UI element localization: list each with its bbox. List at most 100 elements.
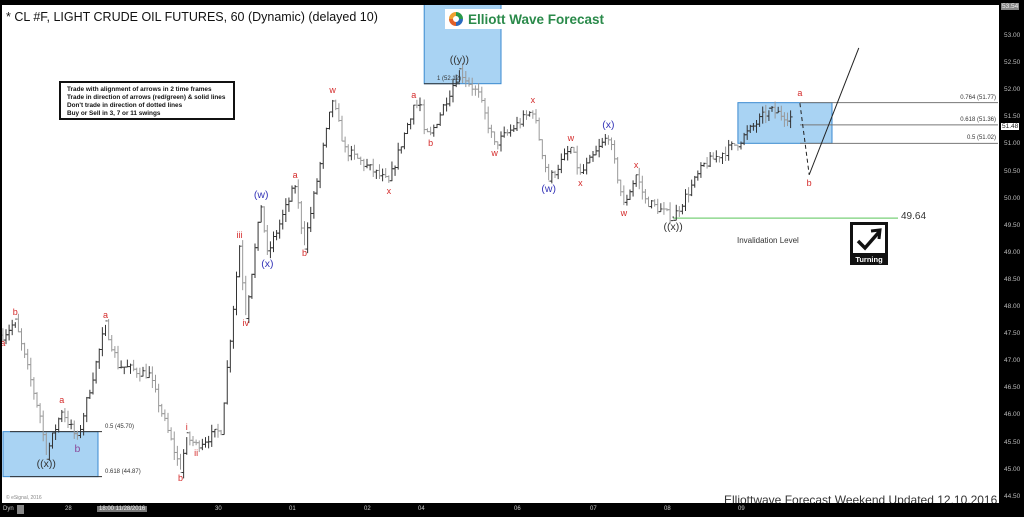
ohlc-bar xyxy=(597,138,602,158)
ohlc-bar xyxy=(112,346,117,358)
ohlc-bar xyxy=(324,127,329,148)
ohlc-bar xyxy=(726,139,731,161)
logo-swirl-icon xyxy=(449,12,463,26)
ohlc-bar xyxy=(788,110,793,129)
turning-badge: Turning xyxy=(850,222,888,265)
ohlc-bar xyxy=(637,167,642,190)
ohlc-bar xyxy=(187,431,192,446)
ohlc-bar xyxy=(537,117,542,141)
ohlc-bar xyxy=(162,409,167,422)
ohlc-bar xyxy=(591,150,595,162)
ohlc-bar xyxy=(438,112,443,126)
ohlc-bar xyxy=(10,319,15,336)
ohlc-bar xyxy=(361,158,366,172)
wave-label: w xyxy=(567,133,575,144)
ohlc-bar xyxy=(540,139,545,160)
wave-label: a xyxy=(2,338,6,349)
price-tick-label: 48.00 xyxy=(1004,303,1021,310)
ohlc-bar xyxy=(444,97,449,112)
wave-label: iii xyxy=(236,230,243,241)
dyn-mode-toggle[interactable] xyxy=(17,505,24,514)
ohlc-bar xyxy=(692,175,697,188)
ohlc-bar xyxy=(31,377,36,400)
ohlc-bar xyxy=(521,110,526,127)
ohlc-bar xyxy=(447,90,452,107)
ohlc-bar xyxy=(386,175,391,183)
ohlc-bar xyxy=(377,164,382,180)
ohlc-bar xyxy=(708,152,713,168)
ohlc-bar xyxy=(499,131,503,152)
ohlc-bar xyxy=(483,98,487,120)
ohlc-bar xyxy=(147,366,152,379)
fib-level-label: 0.764 (51.77) xyxy=(960,94,996,101)
time-axis[interactable]: Dyn 18:00 11/28/2016 28 30 01 02 04 06 07 08 09 xyxy=(0,503,1024,517)
ohlc-bar xyxy=(280,209,285,230)
ohlc-bar xyxy=(711,152,716,160)
wave-label: w xyxy=(491,147,498,158)
ohlc-bar xyxy=(698,162,703,178)
ohlc-bar xyxy=(723,146,728,161)
wave-label: b xyxy=(12,307,18,318)
ohlc-bar xyxy=(349,145,354,161)
ohlc-bar xyxy=(418,97,422,112)
wave-label: x xyxy=(530,95,536,106)
ohlc-bar xyxy=(141,366,145,377)
wave-label: b xyxy=(428,138,434,149)
ohlc-bar xyxy=(396,142,401,170)
ohlc-bar xyxy=(530,110,535,119)
ohlc-bar xyxy=(546,163,551,182)
ohlc-bar xyxy=(327,111,332,130)
price-tick-label: 52.50 xyxy=(1004,59,1021,67)
ohlc-bar xyxy=(91,372,95,395)
ohlc-bar xyxy=(492,131,497,145)
wave-label: x xyxy=(386,185,392,196)
ohlc-bar xyxy=(28,357,33,387)
ohlc-bar xyxy=(729,141,734,151)
ohlc-bar xyxy=(256,221,261,251)
ohlc-bar xyxy=(137,367,142,382)
ohlc-bar xyxy=(209,424,214,447)
ohlc-bar xyxy=(534,109,538,124)
ohlc-bar xyxy=(103,320,108,336)
ohlc-bar xyxy=(184,432,189,455)
fib-level-label: 0.618 (51.36) xyxy=(960,116,996,123)
ohlc-bar xyxy=(402,132,407,150)
ohlc-bar xyxy=(408,118,413,130)
time-tick-label: 06 xyxy=(514,506,521,512)
ohlc-bar xyxy=(600,137,605,149)
price-tick-label: 52.00 xyxy=(1004,86,1021,94)
ohlc-bar xyxy=(365,158,369,169)
ohlc-bar xyxy=(25,348,30,370)
ohlc-bar xyxy=(612,140,617,164)
wave-label: a xyxy=(292,170,298,181)
ohlc-bar xyxy=(587,154,592,164)
fib-level-label: 0.618 (44.87) xyxy=(105,468,141,475)
wave-label: ((y)) xyxy=(449,53,470,66)
logo-text: Elliott Wave Forecast xyxy=(468,11,605,27)
fib-level-label: 1 (52.12) xyxy=(437,75,462,82)
ohlc-bar xyxy=(156,383,161,413)
ohlc-bar xyxy=(330,99,335,118)
chart-plot-area[interactable]: 1 (52.12) 0.5 (45.70) 0.618 (44.87) 0.764 (… xyxy=(2,5,999,503)
time-tick-label: 01 xyxy=(289,506,296,512)
brand-logo: Elliott Wave Forecast xyxy=(445,9,608,29)
price-tick-label: 48.50 xyxy=(1004,275,1021,283)
ohlc-bar xyxy=(66,410,70,428)
wave-label: i xyxy=(185,422,188,433)
ohlc-bar xyxy=(603,134,608,146)
ohlc-bar xyxy=(19,328,24,351)
ohlc-bar xyxy=(234,271,239,316)
ohlc-bar xyxy=(411,104,416,125)
ohlc-bar xyxy=(259,205,264,223)
ohlc-bar xyxy=(228,339,233,373)
cursor-time-label: 18:00 11/28/2016 xyxy=(97,506,148,512)
price-axis[interactable]: 53.00 52.50 52.00 51.50 51.00 50.50 50.00 49.50… xyxy=(999,0,1024,517)
ohlc-bar xyxy=(428,126,433,136)
ohlc-bar xyxy=(352,144,357,160)
time-tick-label: 08 xyxy=(664,506,671,512)
ohlc-bar xyxy=(13,318,18,328)
time-tick-label: 30 xyxy=(215,506,222,512)
time-tick-label: 04 xyxy=(418,506,425,512)
ohlc-bar xyxy=(518,118,523,129)
ohlc-bar xyxy=(441,103,446,116)
